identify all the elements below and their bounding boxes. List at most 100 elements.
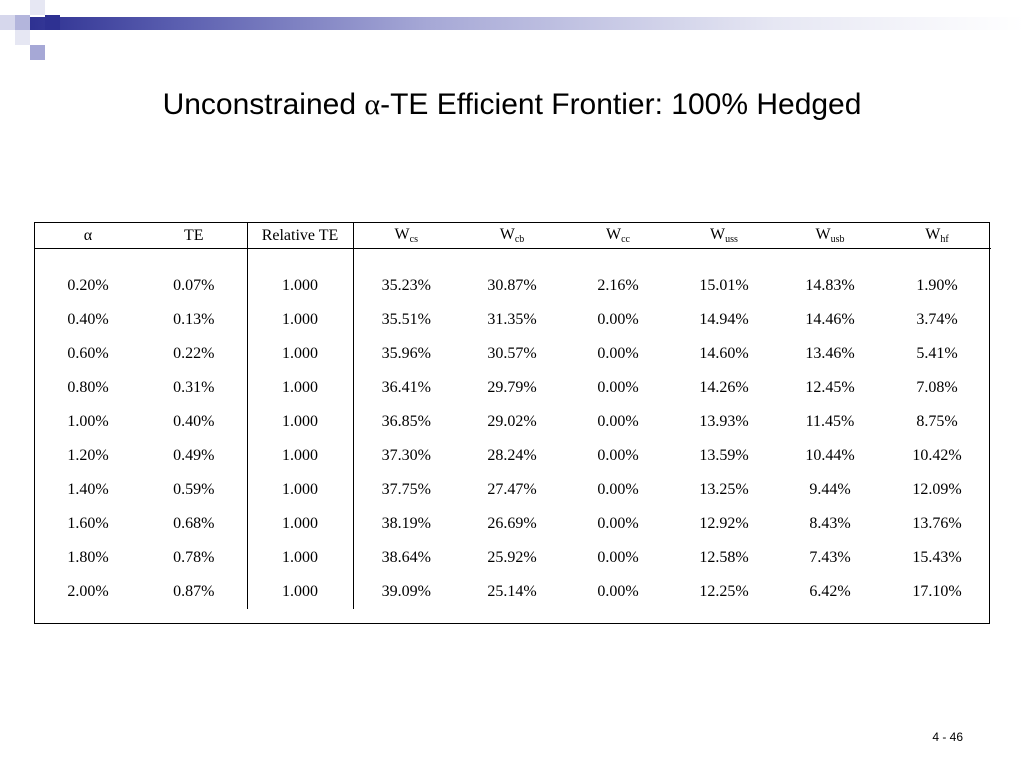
frontier-table-container: α TE Relative TE Wcs Wcb Wcc Wuss Wusb Whf 0.20%… (34, 222, 991, 624)
table-cell: 0.20% (67, 277, 109, 294)
spacer-cell (353, 249, 459, 270)
table-cell: 0.40% (141, 405, 248, 439)
table-cell: 1.60% (67, 515, 109, 532)
title-alpha-symbol: α (364, 88, 381, 121)
column-header-label: Relative TE (261, 226, 339, 244)
table-body: 0.20% 0.07% 1.000 35.23% 30.87% 2.16% 15.01% 14… (35, 248, 991, 609)
spacer-cell (141, 248, 248, 269)
table-cell: 0.07% (141, 269, 248, 303)
table-row: 1.20% 0.49% 1.000 37.30% 28.24% 0.00% 13.59% 10… (35, 439, 991, 473)
table-cell: 6.42% (809, 583, 851, 600)
table-cell: 1.000 (247, 473, 354, 507)
table-cell: 0.87% (141, 575, 248, 609)
table-cell: 35.23% (381, 277, 431, 294)
title-suffix: -TE Efficient Frontier: 100% Hedged (380, 88, 862, 121)
table-cell: 35.96% (381, 345, 431, 362)
table-cell: 0.00% (597, 583, 639, 600)
spacer-cell (883, 249, 991, 270)
table-cell: 38.19% (381, 515, 431, 532)
table-cell: 1.90% (916, 277, 958, 294)
table-cell: 25.92% (487, 549, 537, 566)
corner-square-decoration (45, 15, 60, 30)
table-cell: 38.64% (381, 549, 431, 566)
table-cell: 0.68% (141, 507, 248, 541)
column-header-label: W (499, 226, 515, 243)
corner-square-decoration (15, 15, 30, 30)
column-header-subscript: cb (514, 234, 525, 245)
column-header: α (35, 223, 141, 249)
table-cell: 27.47% (487, 481, 537, 498)
table-cell: 12.09% (912, 481, 962, 498)
column-header: Wcc (565, 223, 671, 249)
spacer-cell (777, 249, 883, 270)
header-gradient-bar (30, 17, 1024, 30)
column-header: Wcb (459, 223, 565, 249)
table-cell: 12.92% (699, 515, 749, 532)
spacer-cell (565, 249, 671, 270)
table-cell: 10.42% (912, 447, 962, 464)
table-row: 0.40% 0.13% 1.000 35.51% 31.35% 0.00% 14.94% 14… (35, 303, 991, 337)
table-cell: 30.57% (487, 345, 537, 362)
table-cell: 0.49% (141, 439, 248, 473)
table-cell: 3.74% (916, 311, 958, 328)
table-cell: 0.00% (597, 379, 639, 396)
table-cell: 1.20% (67, 447, 109, 464)
table-cell: 36.41% (381, 379, 431, 396)
column-header: Wusb (777, 223, 883, 249)
table-cell: 1.000 (247, 439, 354, 473)
table-row: 1.00% 0.40% 1.000 36.85% 29.02% 0.00% 13.93% 11… (35, 405, 991, 439)
table-cell: 0.00% (597, 345, 639, 362)
spacer-cell (35, 249, 141, 270)
corner-square-decoration (0, 15, 15, 30)
table-cell: 13.25% (699, 481, 749, 498)
column-header-label: W (710, 226, 726, 243)
column-header-label: W (394, 226, 410, 243)
table-cell: 8.75% (916, 413, 958, 430)
table-cell: 1.000 (247, 371, 354, 405)
column-header-label: W (815, 226, 831, 243)
table-cell: 12.25% (699, 583, 749, 600)
table-cell: 0.00% (597, 311, 639, 328)
column-header-label: W (925, 226, 941, 243)
table-cell: 13.46% (805, 345, 855, 362)
table-cell: 12.58% (699, 549, 749, 566)
table-cell: 1.40% (67, 481, 109, 498)
table-cell: 28.24% (487, 447, 537, 464)
table-cell: 17.10% (912, 583, 962, 600)
table-header-row: α TE Relative TE Wcs Wcb Wcc Wuss Wusb Whf (35, 223, 991, 249)
table-cell: 37.75% (381, 481, 431, 498)
table-cell: 14.26% (699, 379, 749, 396)
table-cell: 1.000 (247, 405, 354, 439)
table-cell: 0.13% (141, 303, 248, 337)
table-cell: 0.60% (67, 345, 109, 362)
table-cell: 0.78% (141, 541, 248, 575)
table-cell: 0.59% (141, 473, 248, 507)
column-header: Wcs (353, 223, 459, 249)
corner-square-decoration (30, 45, 45, 60)
table-cell: 1.000 (247, 507, 354, 541)
column-header: Wuss (671, 223, 777, 249)
table-cell: 7.08% (916, 379, 958, 396)
table-cell: 1.00% (67, 413, 109, 430)
table-cell: 13.93% (699, 413, 749, 430)
frontier-table: α TE Relative TE Wcs Wcb Wcc Wuss Wusb Whf 0.20%… (35, 223, 991, 609)
table-cell: 13.76% (912, 515, 962, 532)
table-cell: 26.69% (487, 515, 537, 532)
table-cell: 2.00% (67, 583, 109, 600)
table-cell: 36.85% (381, 413, 431, 430)
table-cell: 1.000 (247, 337, 354, 371)
table-row: 1.60% 0.68% 1.000 38.19% 26.69% 0.00% 12.92% 8.… (35, 507, 991, 541)
column-header: TE (141, 223, 248, 249)
table-cell: 29.02% (487, 413, 537, 430)
table-cell: 15.01% (699, 277, 749, 294)
table-row: 0.20% 0.07% 1.000 35.23% 30.87% 2.16% 15.01% 14… (35, 269, 991, 303)
corner-square-decoration (30, 0, 45, 15)
title-prefix: Unconstrained (162, 88, 365, 121)
table-spacer-row (35, 248, 991, 270)
table-cell: 0.22% (141, 337, 248, 371)
table-cell: 0.80% (67, 379, 109, 396)
corner-square-decoration (15, 30, 30, 45)
column-header-subscript: cs (409, 234, 418, 245)
spacer-cell (247, 248, 354, 269)
column-header-subscript: uss (725, 234, 738, 245)
